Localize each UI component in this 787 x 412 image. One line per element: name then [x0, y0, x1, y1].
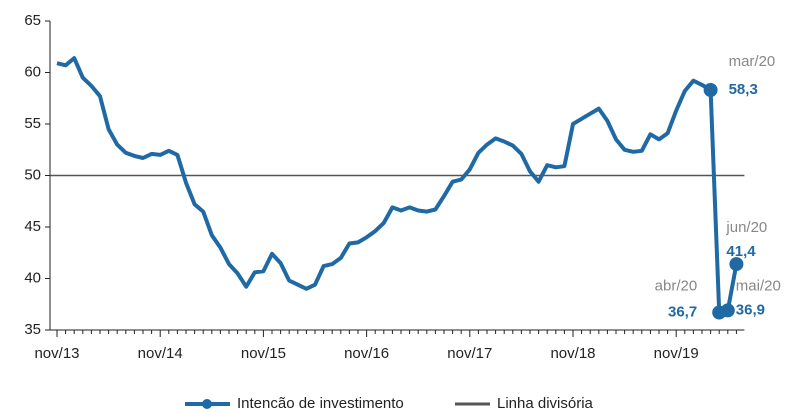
y-tick-label: 60: [24, 63, 41, 80]
y-tick-label: 55: [24, 115, 41, 132]
series-line: [56, 56, 739, 315]
point-label: mar/20: [729, 53, 776, 70]
x-tick-label: nov/15: [241, 345, 286, 362]
y-tick-label: 40: [24, 269, 41, 286]
value-label: 36,7: [668, 303, 697, 320]
value-label: 58,3: [729, 81, 758, 98]
x-tick-label: nov/17: [447, 345, 492, 362]
point-marker: [729, 257, 744, 272]
y-tick-label: 35: [24, 321, 41, 338]
point-marker: [720, 303, 735, 318]
x-tick-label: nov/18: [550, 345, 595, 362]
value-label: 36,9: [736, 301, 765, 318]
y-tick-label: 50: [24, 166, 41, 183]
point-label: jun/20: [725, 219, 767, 236]
point-label: abr/20: [655, 277, 698, 294]
legend-label: Intencão de investimento: [237, 395, 404, 412]
y-tick-label: 45: [24, 218, 41, 235]
point-label: mai/20: [736, 277, 781, 294]
x-tick-label: nov/19: [654, 345, 699, 362]
value-label: 41,4: [726, 243, 756, 260]
legend-label: Linha divisória: [497, 395, 594, 412]
point-marker: [703, 83, 718, 98]
legend-marker: [202, 399, 212, 409]
x-tick-label: nov/16: [344, 345, 389, 362]
x-tick-label: nov/13: [34, 345, 79, 362]
y-tick-label: 65: [24, 12, 41, 29]
x-tick-label: nov/14: [138, 345, 183, 362]
